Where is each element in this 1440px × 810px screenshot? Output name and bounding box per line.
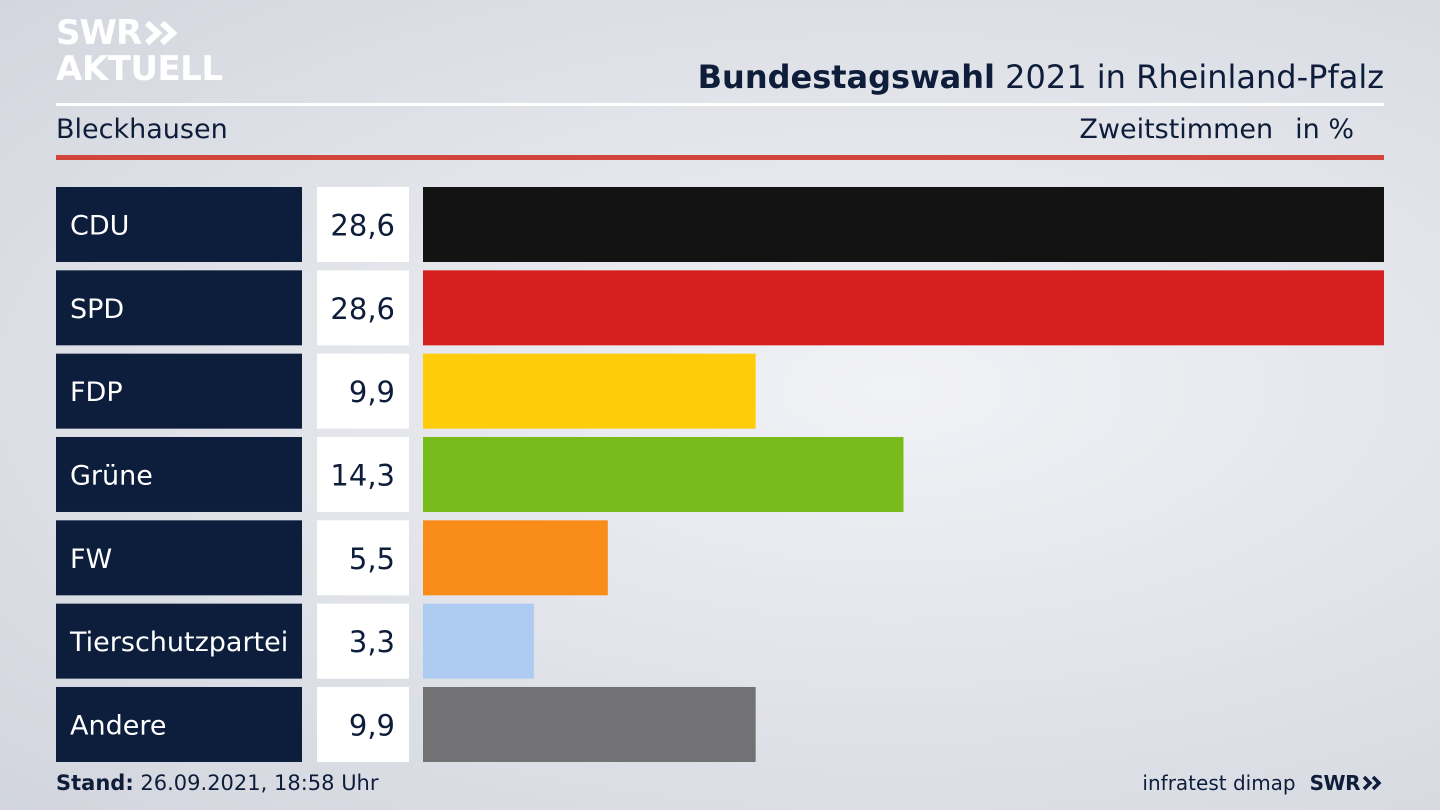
party-label: SPD [70,294,124,325]
stand-value: 26.09.2021, 18:58 Uhr [140,771,379,795]
party-label: Andere [70,710,166,741]
location-label: Bleckhausen [56,114,228,145]
vote-type: Zweitstimmen [1079,114,1274,145]
value-label: 3,3 [349,625,395,659]
value-box [317,353,409,429]
bar [423,187,1384,262]
party-label-box [56,603,302,679]
party-label: FW [70,544,112,575]
party-label: CDU [70,211,129,242]
swr-aktuell-logo: SWR AKTUELL [56,16,223,86]
value-label: 5,5 [349,542,395,576]
title-divider [56,103,1384,106]
measure-label: Zweitstimmen in % [1079,114,1354,145]
party-label-box [56,353,302,429]
party-label-box [56,436,302,512]
party-label: FDP [70,377,123,408]
party-label-box [56,270,302,346]
swr-footer-text: SWR [1309,771,1361,795]
party-label: Tierschutzpartei [69,627,288,658]
stand-label: Stand: [56,771,134,795]
logo-line-1: SWR [56,13,142,53]
value-box [317,686,409,762]
value-box [317,270,409,346]
party-label: Grüne [70,460,153,491]
value-label: 28,6 [330,292,395,326]
chart-title: Bundestagswahl 2021 in Rheinland-Pfalz [698,58,1384,96]
value-label: 9,9 [349,708,395,742]
party-label-box [56,686,302,762]
value-label: 28,6 [330,209,395,243]
value-box [317,187,409,262]
timestamp: Stand: 26.09.2021, 18:58 Uhr [56,771,379,795]
source-label: infratest dimap [1142,771,1296,795]
value-box [317,520,409,596]
header-divider [56,155,1384,160]
bar [423,436,904,512]
source-credit: infratest dimap SWR [1142,771,1384,795]
bar [423,270,1384,346]
unit-label: in % [1295,114,1354,145]
double-chevron-icon [145,20,178,46]
party-label-box [56,520,302,596]
double-chevron-icon [1362,775,1382,791]
value-box [317,603,409,679]
bar [423,520,608,596]
title-bold: Bundestagswahl [697,58,995,96]
bar [423,686,756,762]
value-label: 9,9 [349,375,395,409]
bar [423,353,756,429]
title-rest: 2021 in Rheinland-Pfalz [1005,58,1384,96]
value-box [317,436,409,512]
swr-footer-logo: SWR [1310,771,1384,795]
bar [423,603,534,679]
logo-line-2: AKTUELL [56,49,223,89]
party-label-box [56,187,302,262]
value-label: 14,3 [330,458,395,492]
